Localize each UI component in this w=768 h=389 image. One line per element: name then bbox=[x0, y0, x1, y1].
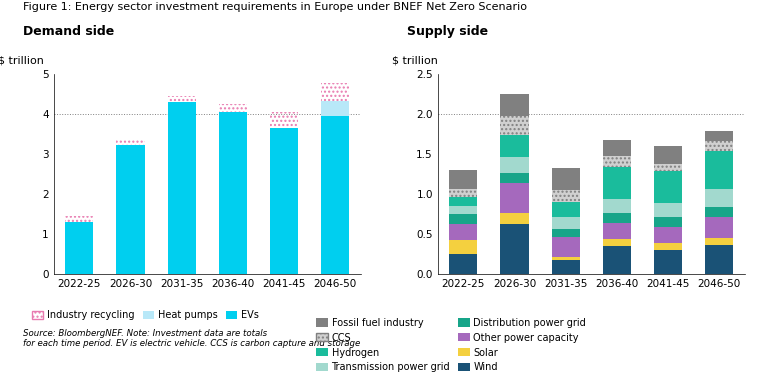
Bar bbox=[654, 171, 682, 203]
Bar bbox=[654, 203, 682, 217]
Bar bbox=[551, 217, 580, 229]
Bar bbox=[501, 213, 528, 224]
Bar bbox=[117, 145, 144, 274]
Bar bbox=[321, 116, 349, 274]
Bar bbox=[705, 131, 733, 141]
Bar bbox=[449, 254, 478, 274]
Bar bbox=[449, 189, 478, 196]
Bar bbox=[167, 96, 196, 102]
Bar bbox=[705, 207, 733, 217]
Bar bbox=[65, 222, 94, 274]
Bar bbox=[603, 213, 631, 223]
Bar bbox=[501, 183, 528, 213]
Bar bbox=[449, 224, 478, 240]
Text: Demand side: Demand side bbox=[23, 25, 114, 38]
Bar bbox=[449, 240, 478, 254]
Bar bbox=[321, 101, 349, 116]
Bar bbox=[270, 128, 298, 274]
Bar bbox=[603, 239, 631, 246]
Bar bbox=[654, 250, 682, 274]
Bar bbox=[551, 202, 580, 217]
Bar bbox=[551, 190, 580, 202]
Bar bbox=[270, 112, 298, 128]
Text: Figure 1: Energy sector investment requirements in Europe under BNEF Net Zero Sc: Figure 1: Energy sector investment requi… bbox=[23, 2, 527, 12]
Bar bbox=[603, 156, 631, 167]
Bar bbox=[501, 173, 528, 183]
Text: Supply side: Supply side bbox=[407, 25, 488, 38]
Text: Source: BloombergNEF. Note: Investment data are totals
for each time period. EV : Source: BloombergNEF. Note: Investment d… bbox=[23, 329, 360, 348]
Bar bbox=[501, 224, 528, 274]
Bar bbox=[603, 223, 631, 239]
Bar bbox=[603, 199, 631, 213]
Bar bbox=[705, 245, 733, 274]
Bar bbox=[654, 243, 682, 250]
Bar bbox=[167, 102, 196, 274]
Bar bbox=[551, 237, 580, 258]
Bar bbox=[705, 151, 733, 189]
Bar bbox=[501, 135, 528, 157]
Bar bbox=[501, 157, 528, 173]
Bar bbox=[219, 104, 247, 112]
Bar bbox=[117, 140, 144, 145]
Bar bbox=[449, 214, 478, 224]
Bar bbox=[705, 238, 733, 245]
Text: $ trillion: $ trillion bbox=[0, 56, 45, 66]
Bar bbox=[654, 227, 682, 243]
Bar bbox=[501, 94, 528, 116]
Bar bbox=[603, 140, 631, 156]
Legend: Fossil fuel industry, CCS, Hydrogen, Transmission power grid, Distribution power: Fossil fuel industry, CCS, Hydrogen, Tra… bbox=[312, 314, 590, 377]
Bar bbox=[705, 189, 733, 207]
Bar bbox=[321, 83, 349, 101]
Bar bbox=[449, 170, 478, 189]
Bar bbox=[551, 168, 580, 190]
Bar bbox=[705, 141, 733, 151]
Bar bbox=[65, 216, 94, 222]
Text: $ trillion: $ trillion bbox=[392, 56, 438, 66]
Legend: Industry recycling, Heat pumps, EVs: Industry recycling, Heat pumps, EVs bbox=[28, 306, 263, 324]
Bar bbox=[551, 260, 580, 274]
Bar bbox=[603, 246, 631, 274]
Bar bbox=[551, 229, 580, 237]
Bar bbox=[219, 112, 247, 274]
Bar bbox=[654, 217, 682, 227]
Bar bbox=[705, 217, 733, 238]
Bar bbox=[654, 165, 682, 171]
Bar bbox=[654, 146, 682, 165]
Bar bbox=[449, 206, 478, 214]
Bar bbox=[603, 167, 631, 199]
Bar bbox=[501, 116, 528, 135]
Bar bbox=[551, 258, 580, 260]
Bar bbox=[449, 196, 478, 206]
